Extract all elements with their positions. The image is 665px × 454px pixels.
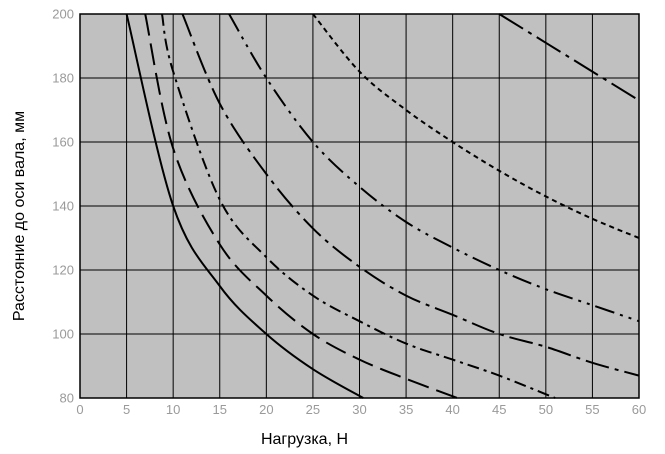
x-tick-label: 5 — [123, 402, 130, 417]
series-line-2 — [144, 13, 458, 399]
y-tick-label: 100 — [52, 327, 74, 342]
x-tick-labels: 0 5 10 15 20 25 30 35 40 45 50 55 60 — [76, 402, 646, 417]
x-axis-title: Нагрузка, Н — [261, 431, 348, 448]
series-line-5 — [228, 13, 640, 323]
y-tick-label: 160 — [52, 135, 74, 150]
x-tick-label: 55 — [585, 402, 599, 417]
x-tick-label: 10 — [166, 402, 180, 417]
series-group — [125, 13, 640, 399]
x-tick-label: 50 — [539, 402, 553, 417]
x-tick-label: 35 — [399, 402, 413, 417]
plot-frame — [79, 13, 640, 399]
x-tick-label: 20 — [259, 402, 273, 417]
series-line-3 — [161, 13, 556, 399]
y-tick-labels: 80 100 120 140 160 180 200 — [52, 7, 74, 406]
x-tick-label: 25 — [306, 402, 320, 417]
y-tick-label: 80 — [60, 391, 74, 406]
series-line-4 — [181, 13, 640, 377]
x-tick-label: 45 — [492, 402, 506, 417]
y-tick-label: 180 — [52, 71, 74, 86]
y-tick-label: 140 — [52, 199, 74, 214]
x-tick-label: 40 — [445, 402, 459, 417]
series-line-7 — [498, 13, 640, 102]
y-axis-title: Расстояние до оси вала, мм — [11, 111, 28, 321]
x-tick-label: 30 — [352, 402, 366, 417]
series-line-6 — [312, 13, 640, 239]
x-tick-label: 15 — [213, 402, 227, 417]
y-tick-label: 120 — [52, 263, 74, 278]
x-tick-label: 0 — [76, 402, 83, 417]
x-tick-label: 60 — [632, 402, 646, 417]
y-tick-label: 200 — [52, 7, 74, 22]
series-line-1 — [125, 13, 364, 399]
